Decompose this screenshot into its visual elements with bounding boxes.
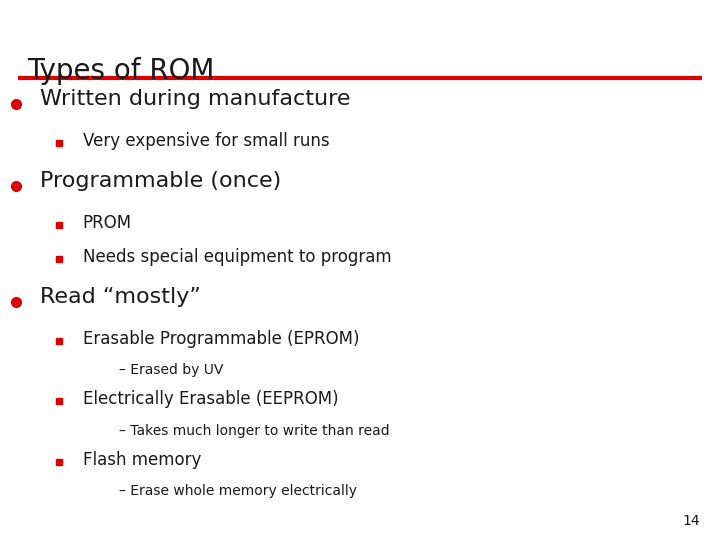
Text: 14: 14 — [683, 514, 700, 528]
Text: Electrically Erasable (EEPROM): Electrically Erasable (EEPROM) — [83, 390, 338, 408]
Text: Needs special equipment to program: Needs special equipment to program — [83, 248, 392, 266]
Text: Read “mostly”: Read “mostly” — [40, 287, 200, 307]
Text: Erasable Programmable (EPROM): Erasable Programmable (EPROM) — [83, 330, 359, 348]
Text: – Erased by UV: – Erased by UV — [119, 363, 223, 377]
Text: – Erase whole memory electrically: – Erase whole memory electrically — [119, 484, 357, 498]
Text: Flash memory: Flash memory — [83, 451, 201, 469]
Text: Types of ROM: Types of ROM — [27, 57, 215, 85]
Text: – Takes much longer to write than read: – Takes much longer to write than read — [119, 424, 390, 438]
Text: Programmable (once): Programmable (once) — [40, 171, 281, 191]
Text: Very expensive for small runs: Very expensive for small runs — [83, 132, 330, 150]
Text: PROM: PROM — [83, 214, 132, 232]
Text: Written during manufacture: Written during manufacture — [40, 89, 350, 109]
